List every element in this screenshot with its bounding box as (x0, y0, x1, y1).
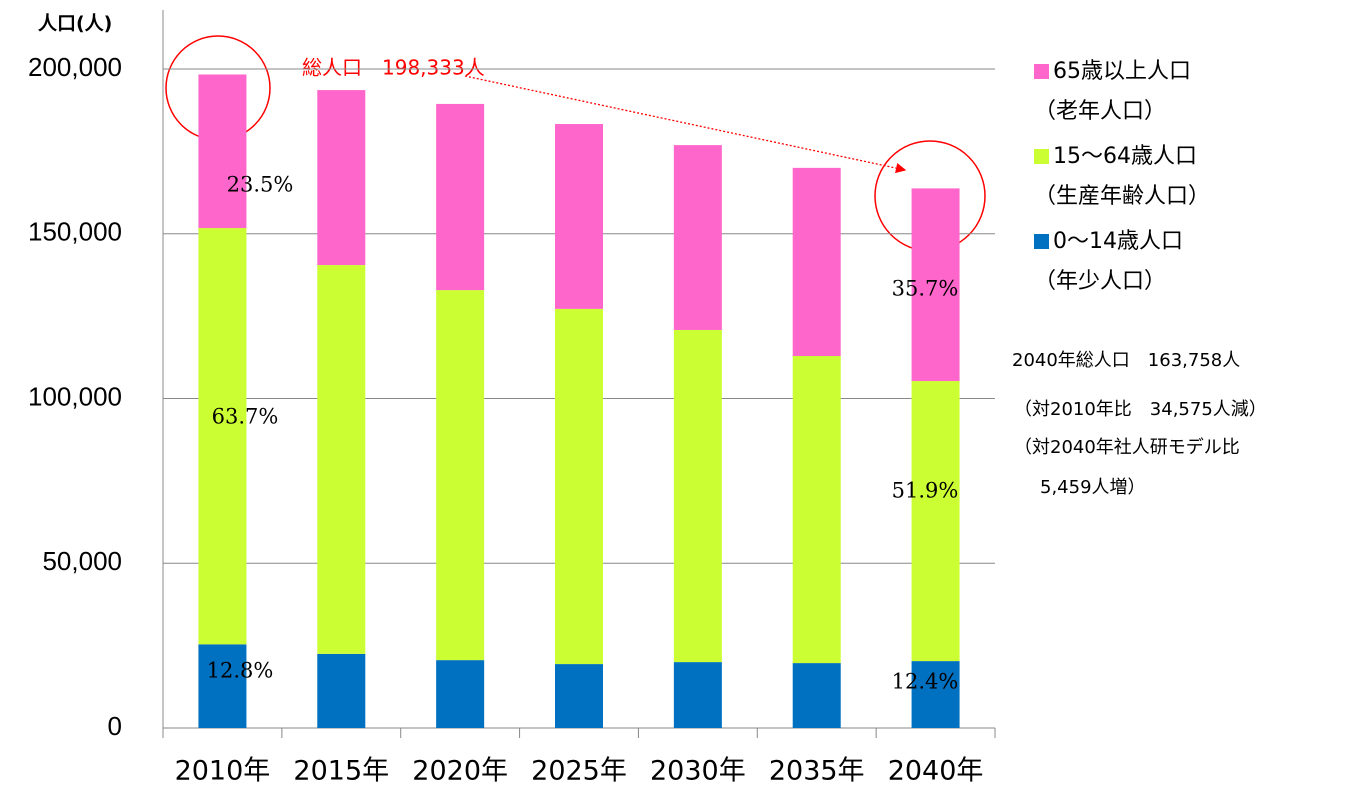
total-annotation: 総人口 198,333人 (302, 56, 485, 80)
y-tick-label: 0 (108, 711, 122, 741)
legend-sublabel: （生産年齢人口） (1034, 184, 1210, 209)
bar-segment (673, 145, 722, 330)
segment-label: 35.7% (892, 277, 959, 301)
y-tick-label: 200,000 (28, 52, 122, 82)
legend-swatch (1034, 149, 1049, 164)
x-tick-label: 2025年 (531, 756, 627, 787)
bar-segment (198, 74, 247, 229)
note: （対2010年比 34,575人減） (1014, 399, 1267, 420)
bar-segment (317, 653, 366, 728)
bar-segment (792, 167, 841, 356)
segment-label: 23.5% (227, 173, 294, 197)
note: 2040年総人口 163,758人 (1012, 350, 1240, 371)
legend-swatch (1034, 64, 1049, 79)
y-tick-label: 150,000 (28, 217, 122, 247)
legend-sublabel: （老年人口） (1034, 99, 1166, 124)
legend-sublabel: （年少人口） (1034, 269, 1166, 294)
x-tick-label: 2020年 (412, 756, 508, 787)
segment-label: 51.9% (892, 479, 959, 503)
bar-segment (436, 660, 485, 728)
x-tick-label: 2010年 (175, 756, 271, 787)
y-tick-label: 100,000 (28, 381, 122, 411)
bar-segment (911, 381, 960, 662)
bar-segment (436, 290, 485, 661)
bar-segment (555, 124, 603, 309)
bar-segment (436, 103, 485, 291)
arrow (464, 75, 907, 174)
bar-segment (792, 663, 841, 728)
bar-segment (792, 355, 841, 664)
note: 5,459人増） (1040, 477, 1146, 498)
bar-segment (317, 265, 366, 654)
bar-segment (911, 188, 960, 382)
segment-label: 12.8% (207, 659, 274, 683)
x-tick-label: 2040年 (888, 756, 984, 787)
x-tick-label: 2015年 (293, 756, 389, 787)
bar-segment (198, 644, 247, 728)
legend-label: 0〜14歳人口 (1053, 229, 1183, 254)
legend-label: 15〜64歳人口 (1053, 144, 1197, 169)
y-tick-label: 50,000 (42, 546, 122, 576)
bar-segment (317, 90, 366, 266)
legend-label: 65歳以上人口 (1053, 59, 1191, 84)
legend-swatch (1034, 234, 1049, 249)
note: （対2040年社人研モデル比 (1014, 437, 1240, 458)
bar-segment (198, 228, 247, 645)
bar-segment (673, 662, 722, 728)
bar-segment (555, 308, 603, 665)
bar-segment (911, 661, 960, 728)
bar-segment (555, 664, 603, 728)
x-tick-label: 2035年 (769, 756, 865, 787)
bar-segment (673, 329, 722, 663)
y-axis-label: 人口(人) (38, 13, 112, 35)
x-tick-label: 2030年 (650, 756, 746, 787)
segment-label: 63.7% (212, 405, 279, 429)
segment-label: 12.4% (892, 670, 959, 694)
